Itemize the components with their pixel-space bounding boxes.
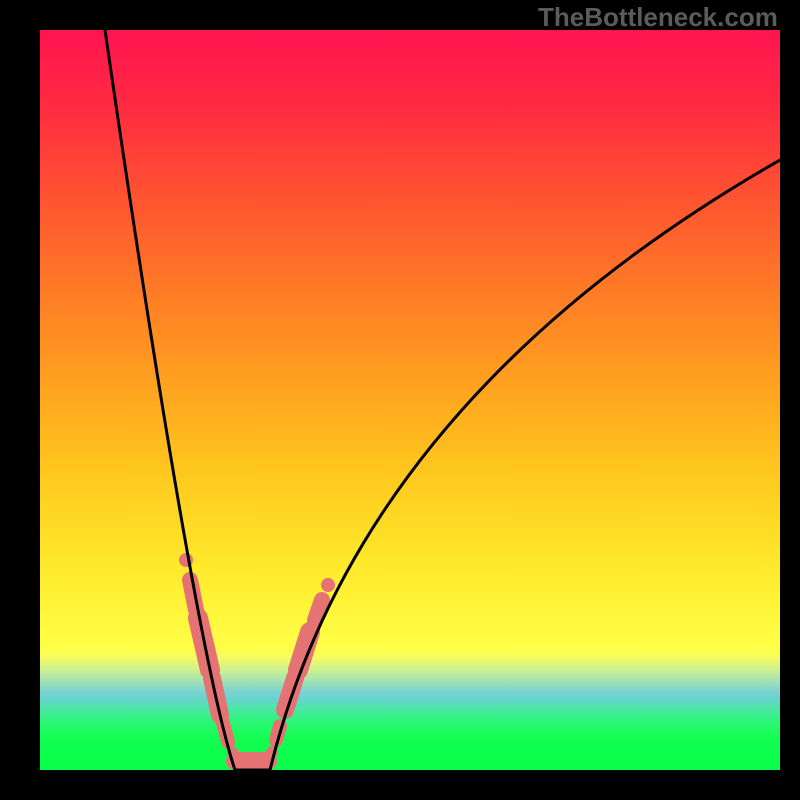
chart-container: TheBottleneck.com: [0, 0, 800, 800]
watermark-text: TheBottleneck.com: [538, 2, 778, 33]
chart-svg: [40, 30, 780, 770]
plot-area: [40, 30, 780, 770]
